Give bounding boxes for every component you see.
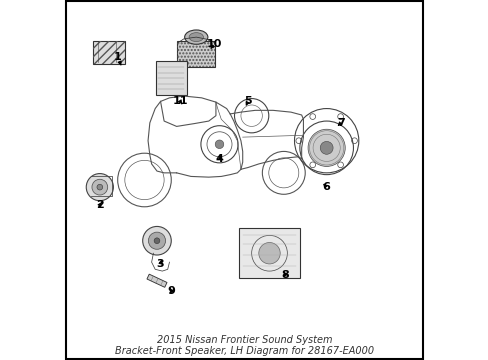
FancyBboxPatch shape xyxy=(177,41,215,67)
Circle shape xyxy=(258,243,280,264)
Text: 1: 1 xyxy=(114,52,122,65)
Text: 6: 6 xyxy=(322,182,330,192)
Text: 4: 4 xyxy=(215,154,223,163)
Circle shape xyxy=(320,141,332,154)
Text: 10: 10 xyxy=(206,39,222,49)
Circle shape xyxy=(154,238,160,244)
Ellipse shape xyxy=(184,30,207,44)
Circle shape xyxy=(148,232,165,249)
FancyBboxPatch shape xyxy=(239,228,299,278)
Circle shape xyxy=(337,162,343,168)
Text: 3: 3 xyxy=(157,259,164,269)
Circle shape xyxy=(295,138,301,144)
Circle shape xyxy=(215,140,224,149)
Circle shape xyxy=(309,162,315,168)
Circle shape xyxy=(309,114,315,120)
Circle shape xyxy=(351,138,357,144)
Text: 8: 8 xyxy=(281,270,289,280)
Ellipse shape xyxy=(189,33,203,41)
Text: 5: 5 xyxy=(244,96,251,107)
Circle shape xyxy=(337,114,343,120)
Text: 11: 11 xyxy=(172,96,187,107)
Text: 2015 Nissan Frontier Sound System
Bracket-Front Speaker, LH Diagram for 28167-EA: 2015 Nissan Frontier Sound System Bracke… xyxy=(115,335,373,356)
Circle shape xyxy=(92,179,107,195)
Circle shape xyxy=(142,226,171,255)
Circle shape xyxy=(307,129,345,166)
Circle shape xyxy=(97,184,102,190)
Text: 7: 7 xyxy=(336,118,344,128)
Circle shape xyxy=(86,174,113,201)
FancyBboxPatch shape xyxy=(156,61,186,95)
FancyBboxPatch shape xyxy=(93,41,124,64)
Text: 9: 9 xyxy=(167,286,175,296)
Text: 2: 2 xyxy=(96,200,103,210)
Polygon shape xyxy=(147,274,167,287)
